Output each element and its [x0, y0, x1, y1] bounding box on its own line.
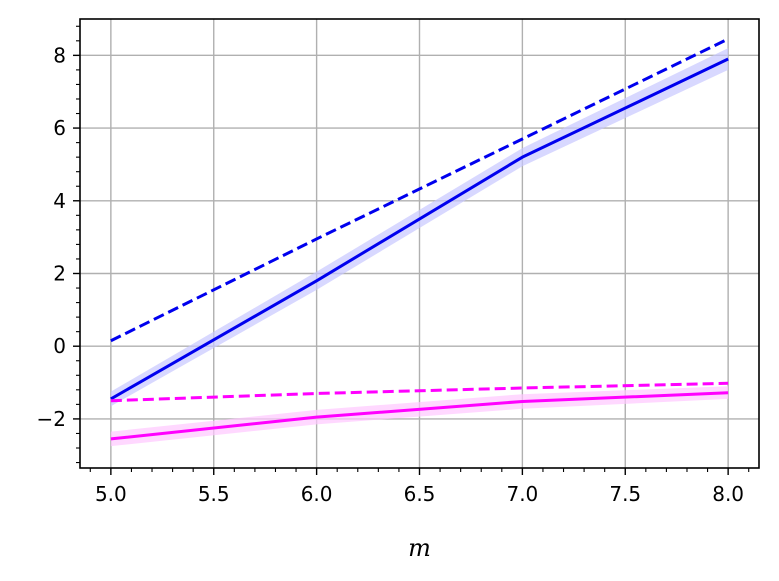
x-axis-label: m — [408, 534, 431, 562]
series-lines — [110, 37, 729, 441]
x-tick-label: 5.5 — [198, 482, 230, 506]
y-tick-label: −2 — [37, 407, 66, 431]
tick-labels: 5.0 5.5 6.0 6.5 7.0 7.5 8.0 −2 0 2 4 6 8 — [37, 43, 745, 506]
y-tick-label: 8 — [53, 43, 66, 67]
y-tick-label: 4 — [53, 189, 66, 213]
series-2-band — [110, 48, 729, 407]
x-tick-label: 5.0 — [95, 482, 127, 506]
x-tick-label: 6.5 — [404, 482, 436, 506]
x-tick-label: 8.0 — [712, 482, 744, 506]
x-tick-label: 6.0 — [301, 482, 333, 506]
series-4-line — [110, 391, 729, 441]
x-tick-label: 7.5 — [609, 482, 641, 506]
y-tick-label: 6 — [53, 116, 66, 140]
y-tick-label: 2 — [53, 261, 66, 285]
series-3-line — [110, 381, 729, 403]
y-tick-label: 0 — [53, 334, 66, 358]
confidence-bands — [110, 48, 729, 447]
ticks — [73, 25, 750, 475]
series-4-band — [110, 386, 729, 447]
series-1-line — [110, 37, 729, 343]
series-2-line — [110, 57, 729, 401]
x-tick-label: 7.0 — [506, 482, 538, 506]
